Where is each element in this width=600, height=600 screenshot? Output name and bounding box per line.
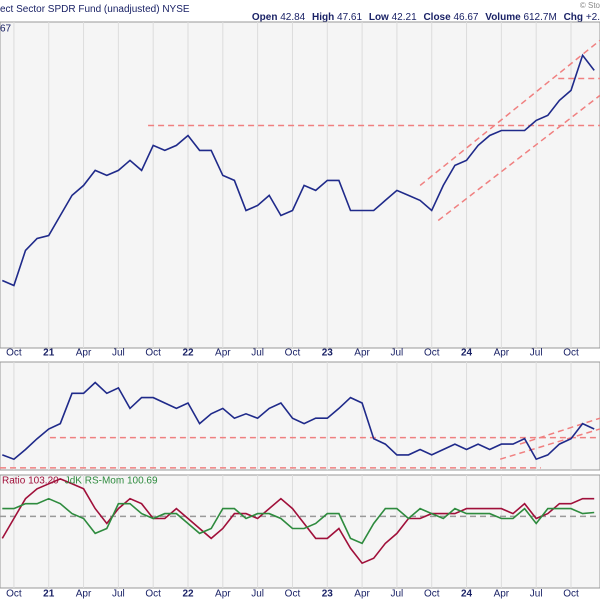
quote-value: 47.61	[337, 12, 363, 23]
x-tick-label: Oct	[563, 348, 579, 359]
corner-label: 67	[0, 24, 12, 35]
x-tick-label: Apr	[215, 348, 231, 359]
series-line	[1, 478, 595, 565]
x-tick-label: Jul	[251, 348, 264, 359]
quote-label: Low	[368, 12, 389, 23]
x-tick-label: Oct	[145, 348, 161, 359]
quote-value: 46.67	[453, 12, 479, 23]
x-tick-label: Oct	[424, 589, 440, 600]
x-tick-label: 23	[322, 589, 334, 600]
panel-background	[0, 474, 600, 589]
x-tick-label: Jul	[112, 589, 125, 600]
x-tick-label: Oct	[6, 348, 22, 359]
x-tick-label: 24	[461, 589, 473, 600]
x-tick-label: Apr	[494, 348, 510, 359]
panel-background	[0, 361, 600, 471]
exchange: NYSE	[162, 4, 190, 15]
quote-label: Chg	[563, 12, 584, 23]
quote-value: 42.21	[391, 12, 417, 23]
x-tick-label: 21	[43, 589, 55, 600]
x-tick-label: Jul	[530, 589, 543, 600]
quote-value: 42.84	[280, 12, 306, 23]
x-tick-label: Oct	[285, 589, 301, 600]
quote-label: High	[312, 12, 335, 23]
credit: © Sto	[579, 1, 600, 10]
x-tick-label: Jul	[391, 589, 404, 600]
header: ect Sector SPDR Fund (unadjusted) NYSE ©…	[0, 0, 600, 23]
x-tick-label: Apr	[76, 348, 92, 359]
quote-label: Volume	[485, 12, 521, 23]
x-tick-label: 24	[461, 348, 473, 359]
quote: Open 42.84 High 47.61 Low 42.21 Close 46…	[248, 12, 600, 23]
quote-label: Close	[423, 12, 451, 23]
x-tick-label: Oct	[563, 589, 579, 600]
quote-label: Open	[251, 12, 278, 23]
fund: ect Sector SPDR Fund (unadjusted)	[0, 4, 160, 15]
x-tick-label: 22	[182, 589, 194, 600]
x-tick-label: Apr	[76, 589, 92, 600]
trend-line	[437, 94, 600, 222]
series-line	[1, 53, 595, 287]
x-tick-label: Jul	[112, 348, 125, 359]
x-tick-label: Apr	[354, 348, 370, 359]
series-line	[2, 381, 595, 461]
x-tick-label: Jul	[530, 348, 543, 359]
x-tick-label: Oct	[145, 589, 161, 600]
x-tick-label: 22	[182, 348, 194, 359]
quote-value: 612.7M	[523, 12, 557, 23]
x-tick-label: Oct	[424, 348, 440, 359]
x-tick-label: Oct	[6, 589, 22, 600]
legend-entry: Ratio 103.20	[2, 476, 59, 487]
trend-line	[419, 39, 600, 187]
x-tick-label: Apr	[215, 589, 231, 600]
quote-value: +2.	[585, 12, 600, 23]
x-tick-label: Jul	[391, 348, 404, 359]
x-tick-label: Apr	[494, 589, 510, 600]
x-tick-label: Apr	[354, 589, 370, 600]
x-tick-label: Oct	[285, 348, 301, 359]
panel-background	[0, 21, 600, 349]
series-line	[2, 497, 595, 545]
fund-name: ect Sector SPDR Fund (unadjusted) NYSE	[0, 4, 190, 15]
legend-entry: JdK RS-Mom 100.69	[65, 476, 158, 487]
x-tick-label: Jul	[251, 589, 264, 600]
x-tick-label: 21	[43, 348, 55, 359]
trend-line	[499, 428, 600, 460]
trend-line	[519, 417, 600, 445]
x-tick-label: 23	[322, 348, 334, 359]
